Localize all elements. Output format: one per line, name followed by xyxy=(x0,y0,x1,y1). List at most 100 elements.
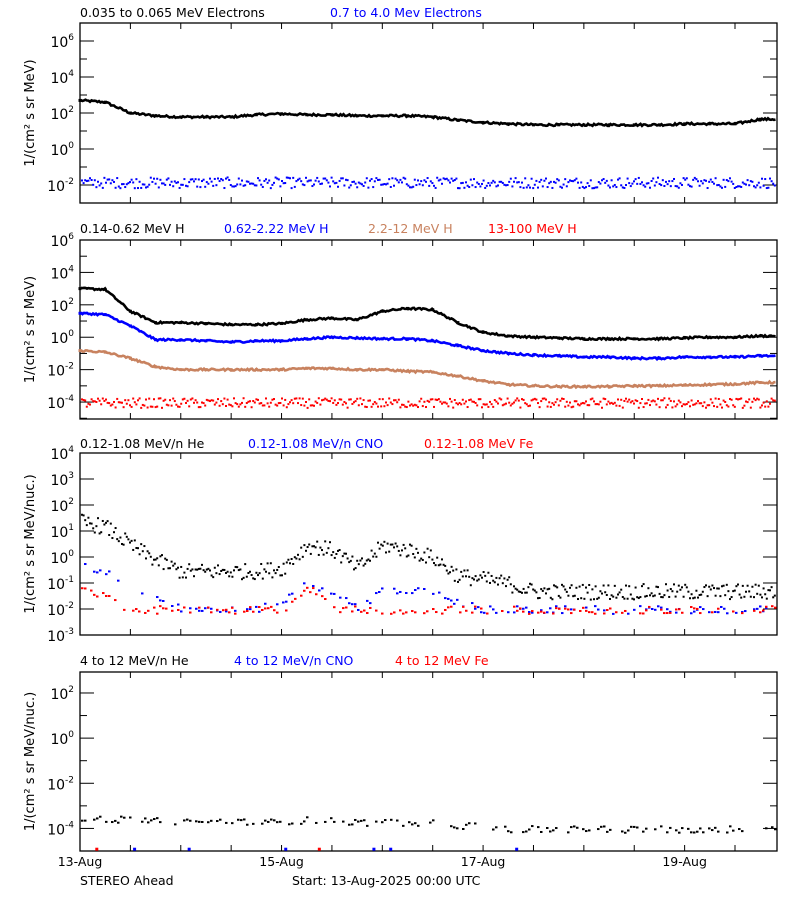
y-tick-label-exponent: 6 xyxy=(68,232,74,242)
data-point xyxy=(738,828,741,831)
data-point xyxy=(380,368,384,372)
data-point xyxy=(546,611,549,614)
data-point xyxy=(372,186,375,189)
data-point xyxy=(432,592,435,595)
data-point xyxy=(116,538,119,541)
data-point xyxy=(620,588,623,591)
data-point xyxy=(465,181,467,184)
data-point xyxy=(463,402,466,405)
data-point xyxy=(375,555,378,558)
data-point xyxy=(535,179,538,182)
data-point xyxy=(397,181,400,184)
data-point xyxy=(431,115,435,119)
data-point xyxy=(340,177,343,180)
data-point xyxy=(220,400,223,403)
data-point xyxy=(273,569,275,572)
data-point xyxy=(474,186,477,189)
y-tick-label: 106 xyxy=(50,33,74,51)
data-point xyxy=(380,337,384,341)
data-point xyxy=(127,182,130,185)
data-point xyxy=(138,610,141,613)
data-point xyxy=(762,401,765,404)
data-point xyxy=(217,177,219,180)
data-point xyxy=(617,398,619,401)
data-point xyxy=(215,184,218,187)
data-point xyxy=(522,607,525,610)
data-point xyxy=(575,400,578,403)
data-point xyxy=(132,609,135,612)
data-point xyxy=(162,399,165,402)
data-point xyxy=(559,399,562,402)
data-point xyxy=(402,543,405,546)
data-point xyxy=(501,582,504,585)
data-point xyxy=(524,402,527,405)
data-point xyxy=(597,181,600,184)
data-point xyxy=(78,98,82,102)
y-tick-label-exponent: 3 xyxy=(68,471,74,481)
data-point xyxy=(557,594,560,597)
data-point xyxy=(650,400,653,403)
data-point xyxy=(377,541,379,544)
data-point xyxy=(268,572,271,575)
data-point xyxy=(381,183,384,186)
data-point xyxy=(665,180,667,183)
data-point xyxy=(540,609,543,612)
data-point xyxy=(293,397,296,400)
data-point xyxy=(210,399,213,402)
data-point xyxy=(591,588,594,591)
data-point xyxy=(78,287,82,291)
data-point xyxy=(468,186,471,189)
data-point xyxy=(356,559,359,562)
data-point xyxy=(531,825,534,828)
data-point xyxy=(450,177,453,180)
data-point xyxy=(197,178,200,181)
data-point xyxy=(243,610,246,613)
data-point xyxy=(474,822,477,825)
data-point xyxy=(396,819,399,822)
data-point xyxy=(268,179,271,182)
data-point xyxy=(250,574,253,577)
data-point xyxy=(81,587,84,590)
data-point xyxy=(745,400,747,403)
data-point xyxy=(522,610,525,613)
data-point xyxy=(711,611,714,614)
data-point xyxy=(618,591,621,594)
data-point xyxy=(119,401,122,404)
data-point xyxy=(685,403,688,406)
data-point xyxy=(287,176,290,179)
data-point xyxy=(483,611,486,614)
data-point xyxy=(195,820,198,823)
data-point xyxy=(367,399,370,402)
data-point xyxy=(594,585,597,588)
data-point xyxy=(355,368,359,372)
data-point xyxy=(450,400,453,403)
data-point xyxy=(357,404,360,407)
data-point xyxy=(655,585,658,588)
data-point xyxy=(153,398,155,401)
data-point xyxy=(330,397,333,400)
data-point xyxy=(655,181,658,184)
data-point xyxy=(345,597,348,600)
data-point xyxy=(129,816,132,819)
y-tick-label-base: 10 xyxy=(47,603,65,619)
data-point xyxy=(116,397,119,400)
data-point xyxy=(273,609,276,612)
data-point xyxy=(689,405,691,408)
data-point xyxy=(226,398,229,401)
data-point xyxy=(751,180,754,183)
data-point xyxy=(423,612,426,615)
data-point xyxy=(413,178,416,181)
data-point xyxy=(713,587,715,590)
data-point xyxy=(519,607,522,610)
data-point xyxy=(301,183,304,186)
data-point xyxy=(149,555,152,558)
data-point xyxy=(84,819,87,822)
data-point xyxy=(332,551,335,554)
data-point xyxy=(572,595,575,598)
data-point xyxy=(724,594,727,597)
data-point xyxy=(210,611,213,614)
data-point xyxy=(210,574,213,577)
data-point xyxy=(570,584,573,587)
data-point xyxy=(244,184,247,187)
